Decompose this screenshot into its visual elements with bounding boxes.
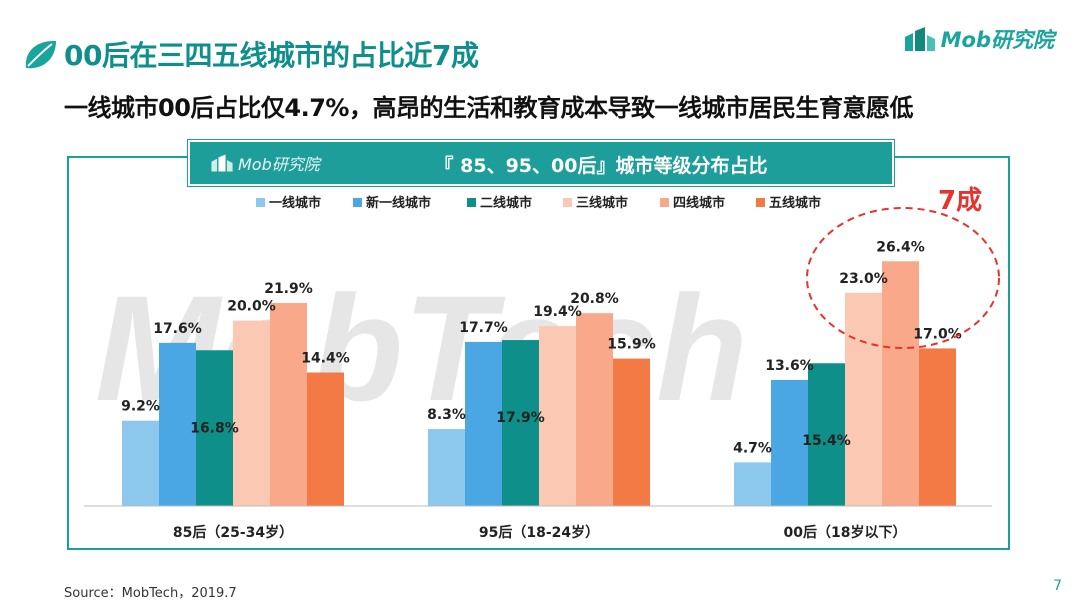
data-label: 17.6% (153, 321, 202, 337)
source-note: Source：MobTech，2019.7 (64, 586, 237, 601)
banner-logo-text: Mob研究院 (238, 155, 320, 174)
category-label: 95后（18-24岁） (479, 524, 599, 541)
bar (613, 358, 650, 506)
page-subtitle: 一线城市00后占比仅4.7%，高昂的生活和教育成本导致一线城市居民生育意愿低 (64, 94, 913, 122)
bar (122, 420, 159, 506)
bar (307, 372, 344, 506)
page-title: 00后在三四五线城市的占比近7成 (64, 39, 479, 72)
legend-swatch (256, 198, 265, 207)
bar (576, 313, 613, 506)
legend-swatch (563, 198, 572, 207)
data-label: 15.4% (802, 433, 851, 449)
legend-swatch (467, 198, 476, 207)
data-label: 14.4% (301, 351, 350, 367)
data-label: 19.4% (533, 304, 582, 320)
category-label: 00后（18岁以下） (784, 524, 907, 541)
bar (270, 302, 307, 506)
chart-title: 『 85、95、00后』城市等级分布占比 (434, 155, 768, 177)
data-label: 20.0% (227, 299, 276, 315)
building-icon (211, 154, 233, 172)
legend-label: 一线城市 (269, 195, 321, 211)
bar (502, 340, 539, 506)
chart-title-banner: Mob研究院 『 85、95、00后』城市等级分布占比 (188, 140, 894, 186)
data-label: 20.8% (570, 291, 619, 307)
bar (465, 341, 502, 506)
bar (845, 292, 882, 506)
bar (882, 261, 919, 506)
data-label: 17.9% (496, 410, 545, 426)
bar (771, 379, 808, 506)
data-label: 21.9% (264, 281, 313, 297)
data-label: 17.0% (913, 326, 962, 342)
legend-label: 新一线城市 (366, 195, 431, 211)
data-label: 8.3% (427, 407, 466, 423)
legend-label: 二线城市 (480, 195, 532, 211)
data-label: 13.6% (765, 358, 814, 374)
legend-swatch (660, 198, 669, 207)
legend-label: 五线城市 (769, 195, 821, 211)
banner-logo: Mob研究院 (210, 151, 320, 175)
page-number: 7 (1053, 578, 1062, 594)
data-label: 15.9% (607, 337, 656, 353)
bar (808, 363, 845, 506)
data-label: 23.0% (839, 271, 888, 287)
legend-label: 三线城市 (576, 195, 628, 211)
bar (734, 462, 771, 506)
bar (196, 350, 233, 506)
data-label: 16.8% (190, 420, 239, 436)
data-label: 17.7% (459, 320, 508, 336)
legend-label: 四线城市 (673, 195, 725, 211)
bar (159, 342, 196, 506)
category-label: 85后（25-34岁） (173, 524, 293, 541)
legend-swatch (353, 198, 362, 207)
data-label: 4.7% (733, 440, 772, 456)
data-label: 26.4% (876, 239, 925, 255)
bar (919, 348, 956, 506)
leaf-logo-icon (25, 40, 56, 69)
brand-name: Mob研究院 (940, 28, 1054, 52)
bar (233, 320, 270, 506)
brand-logo: Mob研究院 (903, 22, 1054, 56)
data-label: 9.2% (121, 399, 160, 415)
bar (539, 326, 576, 506)
legend-swatch (756, 198, 765, 207)
annotation-text: 7成 (938, 186, 982, 216)
bar (428, 429, 465, 506)
building-icon (904, 27, 935, 51)
highlight-ellipse (806, 207, 1000, 349)
